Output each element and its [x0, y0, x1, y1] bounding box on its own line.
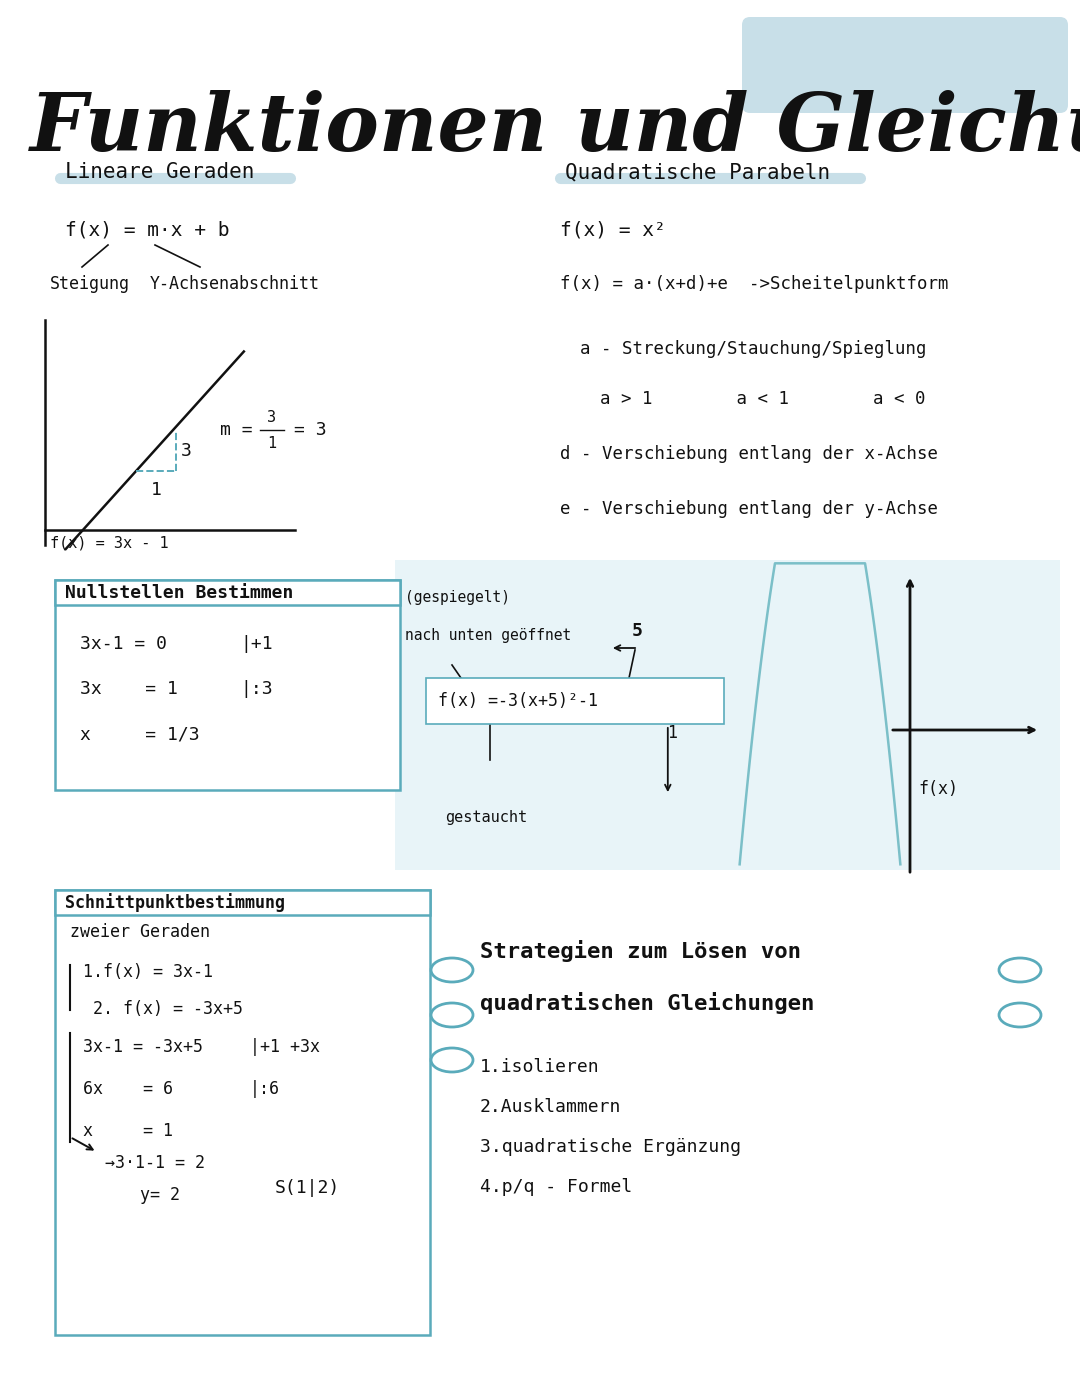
- FancyBboxPatch shape: [55, 890, 430, 915]
- Text: f(x) = x²: f(x) = x²: [561, 219, 665, 239]
- Text: 5: 5: [632, 622, 643, 640]
- FancyBboxPatch shape: [426, 678, 724, 724]
- Text: = 3: = 3: [294, 420, 326, 439]
- Text: Lineare Geraden: Lineare Geraden: [65, 162, 255, 182]
- FancyBboxPatch shape: [55, 580, 400, 789]
- Text: |:3: |:3: [240, 680, 272, 698]
- Text: 3: 3: [268, 409, 276, 425]
- Text: nach unten geöffnet: nach unten geöffnet: [405, 629, 571, 643]
- Text: 2.Ausklammern: 2.Ausklammern: [480, 1098, 621, 1116]
- FancyBboxPatch shape: [55, 890, 430, 1336]
- FancyBboxPatch shape: [742, 17, 1068, 113]
- Text: d - Verschiebung entlang der x-Achse: d - Verschiebung entlang der x-Achse: [561, 446, 939, 462]
- Text: a > 1        a < 1        a < 0: a > 1 a < 1 a < 0: [600, 390, 926, 408]
- Text: Schnittpunktbestimmung: Schnittpunktbestimmung: [65, 893, 285, 912]
- Text: |+1: |+1: [240, 636, 272, 652]
- Text: zweier Geraden: zweier Geraden: [70, 923, 210, 942]
- Text: 1.f(x) = 3x-1: 1.f(x) = 3x-1: [83, 963, 213, 981]
- Text: x     = 1: x = 1: [83, 1122, 173, 1140]
- Text: →3·1-1 = 2: →3·1-1 = 2: [105, 1154, 205, 1172]
- FancyBboxPatch shape: [395, 560, 1059, 870]
- Text: 3x    = 1: 3x = 1: [80, 680, 178, 698]
- Text: Funktionen und Gleichungen: Funktionen und Gleichungen: [30, 89, 1080, 169]
- Text: Nullstellen Bestimmen: Nullstellen Bestimmen: [65, 584, 294, 602]
- Text: 1: 1: [666, 724, 677, 742]
- Text: f(x): f(x): [918, 780, 958, 798]
- Text: y= 2: y= 2: [140, 1186, 180, 1204]
- Text: 4.p/q - Formel: 4.p/q - Formel: [480, 1178, 632, 1196]
- Text: e - Verschiebung entlang der y-Achse: e - Verschiebung entlang der y-Achse: [561, 500, 939, 518]
- Text: (gespiegelt): (gespiegelt): [405, 590, 510, 605]
- Text: 3.quadratische Ergänzung: 3.quadratische Ergänzung: [480, 1139, 741, 1155]
- Text: x     = 1/3: x = 1/3: [80, 725, 200, 743]
- Text: 1.isolieren: 1.isolieren: [480, 1058, 599, 1076]
- Text: 2. f(x) = -3x+5: 2. f(x) = -3x+5: [93, 1000, 243, 1018]
- Text: 1: 1: [150, 481, 161, 499]
- Text: S(1|2): S(1|2): [275, 1179, 340, 1197]
- Text: 3x-1 = 0: 3x-1 = 0: [80, 636, 167, 652]
- Text: m =: m =: [220, 420, 264, 439]
- Text: f(x) = 3x - 1: f(x) = 3x - 1: [50, 535, 168, 550]
- Text: f(x) = m·x + b: f(x) = m·x + b: [65, 219, 229, 239]
- Text: gestaucht: gestaucht: [445, 810, 527, 826]
- Text: Steigung: Steigung: [50, 275, 130, 293]
- Text: 1: 1: [268, 436, 276, 450]
- Text: 3x-1 = -3x+5: 3x-1 = -3x+5: [83, 1038, 203, 1056]
- Text: Quadratische Parabeln: Quadratische Parabeln: [565, 162, 831, 182]
- Text: f(x) =-3(x+5)²-1: f(x) =-3(x+5)²-1: [438, 692, 598, 710]
- Text: f(x) = a·(x+d)+e  ->Scheitelpunktform: f(x) = a·(x+d)+e ->Scheitelpunktform: [561, 275, 948, 293]
- Text: 3: 3: [180, 443, 191, 460]
- FancyBboxPatch shape: [55, 580, 400, 605]
- Text: quadratischen Gleichungen: quadratischen Gleichungen: [480, 992, 814, 1014]
- Text: |:6: |:6: [249, 1080, 280, 1098]
- Text: a - Streckung/Stauchung/Spieglung: a - Streckung/Stauchung/Spieglung: [580, 339, 927, 358]
- Text: |+1 +3x: |+1 +3x: [249, 1038, 320, 1056]
- Text: Y-Achsenabschnitt: Y-Achsenabschnitt: [150, 275, 320, 293]
- Text: Strategien zum Lösen von: Strategien zum Lösen von: [480, 940, 801, 963]
- Text: 6x    = 6: 6x = 6: [83, 1080, 173, 1098]
